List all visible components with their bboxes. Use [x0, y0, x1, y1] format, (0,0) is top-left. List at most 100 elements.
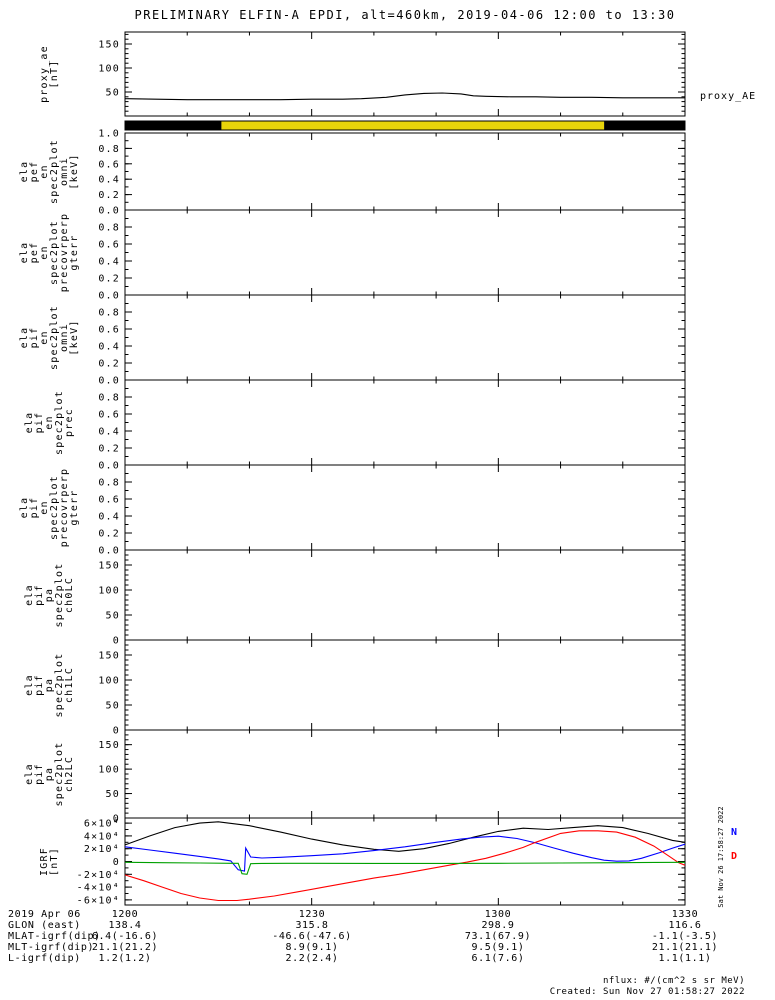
glon-value: 138.4	[108, 920, 142, 931]
panel-ylabel: en	[39, 500, 50, 514]
y-tick-label: 0	[113, 726, 120, 737]
y-tick-label: 0.6	[98, 159, 120, 170]
y-tick-label: -6×10⁴	[77, 895, 120, 906]
y-tick-label: 4×10⁴	[84, 831, 120, 842]
availability-segment	[125, 121, 222, 130]
panel-ylabel: gterr	[69, 489, 80, 525]
mlt-value: 21.1(21.1)	[651, 942, 719, 953]
y-tick-label: 2×10⁴	[84, 844, 120, 855]
y-tick-label: 150	[98, 740, 120, 751]
panel-ylabel: spec2plot	[54, 653, 65, 718]
created-timestamp: Created: Sun Nov 27 01:58:27 2022	[549, 987, 745, 997]
panel-ylabel: spec2plot	[54, 742, 65, 807]
mlat-row-label: MLAT-igrf(dip)	[8, 931, 101, 942]
y-tick-label: 0.8	[98, 144, 120, 155]
lshell-row-label: L-igrf(dip)	[8, 953, 81, 964]
panel-ela_pef_en_spec2plot_omni	[124, 132, 686, 211]
mlt-value: 8.9(9.1)	[285, 942, 339, 953]
y-tick-label: 6×10⁴	[84, 819, 120, 830]
y-tick-label: 0	[113, 814, 120, 825]
bar-border	[124, 120, 686, 131]
y-tick-label: 0.8	[98, 393, 120, 404]
time-tick-value: 1300	[484, 909, 512, 920]
lshell-value: 2.2(2.4)	[285, 953, 339, 964]
panel-ylabel: pif	[34, 674, 45, 696]
panel-ylabel: pef	[29, 242, 40, 264]
panel-ylabel: [nT]	[49, 847, 60, 876]
y-tick-label: 0.8	[98, 308, 120, 319]
panel-ela_pif_en_spec2plot_prec	[124, 379, 686, 466]
panel-ylabel: ela	[19, 242, 30, 264]
time-axis-row: 2019 Apr 06 1200 1230 1300 1330	[0, 909, 775, 920]
panel-ylabel: pif	[29, 327, 40, 349]
panel-ylabel: en	[44, 415, 55, 429]
y-tick-label: 0	[113, 857, 120, 868]
panel-ylabel: omni	[59, 157, 70, 186]
y-tick-label: 100	[98, 64, 120, 75]
panel-ylabel: en	[39, 245, 50, 259]
glon-row: GLON (east) 138.4 315.8 298.9 116.6	[0, 920, 775, 931]
y-tick-label: 0.2	[98, 444, 120, 455]
panel-ylabel: pa	[44, 588, 55, 602]
panel-ela_pif_en_spec2plot_precovrperp_gterr	[124, 464, 686, 551]
y-tick-label: -2×10⁴	[77, 870, 120, 881]
panel-ylabel: ch2LC	[64, 756, 75, 792]
glon-value: 116.6	[668, 920, 702, 931]
mlt-value: 9.5(9.1)	[471, 942, 525, 953]
panel-ylabel: pa	[44, 678, 55, 692]
panel-ylabel: spec2plot	[54, 390, 65, 455]
series-B_total	[124, 821, 686, 852]
panel-ylabel: ela	[19, 497, 30, 519]
glon-value: 298.9	[481, 920, 515, 931]
series-proxy_AE	[124, 92, 685, 101]
panel-ylabel: spec2plot	[49, 220, 60, 285]
panel-ela_pif_pa_spec2plot_ch0LC	[124, 549, 686, 641]
proxy-ae-line-label: proxy_AE	[700, 91, 757, 102]
panel-ylabel: spec2plot	[54, 563, 65, 628]
panel-ylabel: spec2plot	[49, 305, 60, 370]
panel-ela_pif_pa_spec2plot_ch1LC	[124, 639, 686, 731]
y-tick-label: 0.6	[98, 410, 120, 421]
y-tick-label: 0	[113, 636, 120, 647]
y-tick-label: 0.2	[98, 529, 120, 540]
y-tick-label: 100	[98, 586, 120, 597]
y-tick-label: 0.8	[98, 223, 120, 234]
time-tick-value: 1200	[111, 909, 139, 920]
y-tick-label: 0.0	[98, 376, 120, 387]
mlat-value: 73.1(67.9)	[464, 931, 532, 942]
panel-ylabel: ela	[19, 327, 30, 349]
y-tick-label: 0.6	[98, 240, 120, 251]
lshell-value: 1.2(1.2)	[98, 953, 152, 964]
y-tick-label: 0.4	[98, 257, 120, 268]
panel-ylabel: gterr	[69, 234, 80, 270]
mlt-row-label: MLT-igrf(dip)	[8, 942, 95, 953]
panel-ylabel: ela	[19, 161, 30, 183]
time-tick-value: 1230	[298, 909, 326, 920]
panel-ylabel: precovrperp	[59, 468, 70, 547]
y-tick-label: 0.0	[98, 206, 120, 217]
y-tick-label: 0.6	[98, 495, 120, 506]
y-tick-label: 0.4	[98, 175, 120, 186]
panel-ylabel: ela	[24, 412, 35, 434]
y-tick-label: 100	[98, 676, 120, 687]
y-tick-label: 50	[106, 611, 120, 622]
y-tick-label: 50	[106, 789, 120, 800]
y-tick-label: 0.4	[98, 342, 120, 353]
panel-ylabel: ela	[24, 674, 35, 696]
panel-ylabel: [keV]	[69, 319, 80, 355]
y-tick-label: 0.4	[98, 512, 120, 523]
panel-ela_pef_en_spec2plot_precovrperp_gterr	[124, 209, 686, 296]
panel-ylabel: pif	[34, 763, 45, 785]
panel-ela_pif_pa_spec2plot_ch2LC	[124, 729, 686, 819]
panel-ylabel: spec2plot	[49, 475, 60, 540]
mlat-value: -46.6(-47.6)	[272, 931, 352, 942]
y-tick-label: -4×10⁴	[77, 883, 120, 894]
y-tick-label: 100	[98, 765, 120, 776]
lshell-value: 6.1(7.6)	[471, 953, 525, 964]
series-E	[124, 861, 686, 875]
panel-ylabel: en	[39, 164, 50, 178]
flux-units-note: nflux: #/(cm^2 s sr MeV)	[602, 976, 745, 986]
y-tick-label: 150	[98, 40, 120, 51]
panel-ylabel: proxy_ae	[39, 45, 50, 103]
